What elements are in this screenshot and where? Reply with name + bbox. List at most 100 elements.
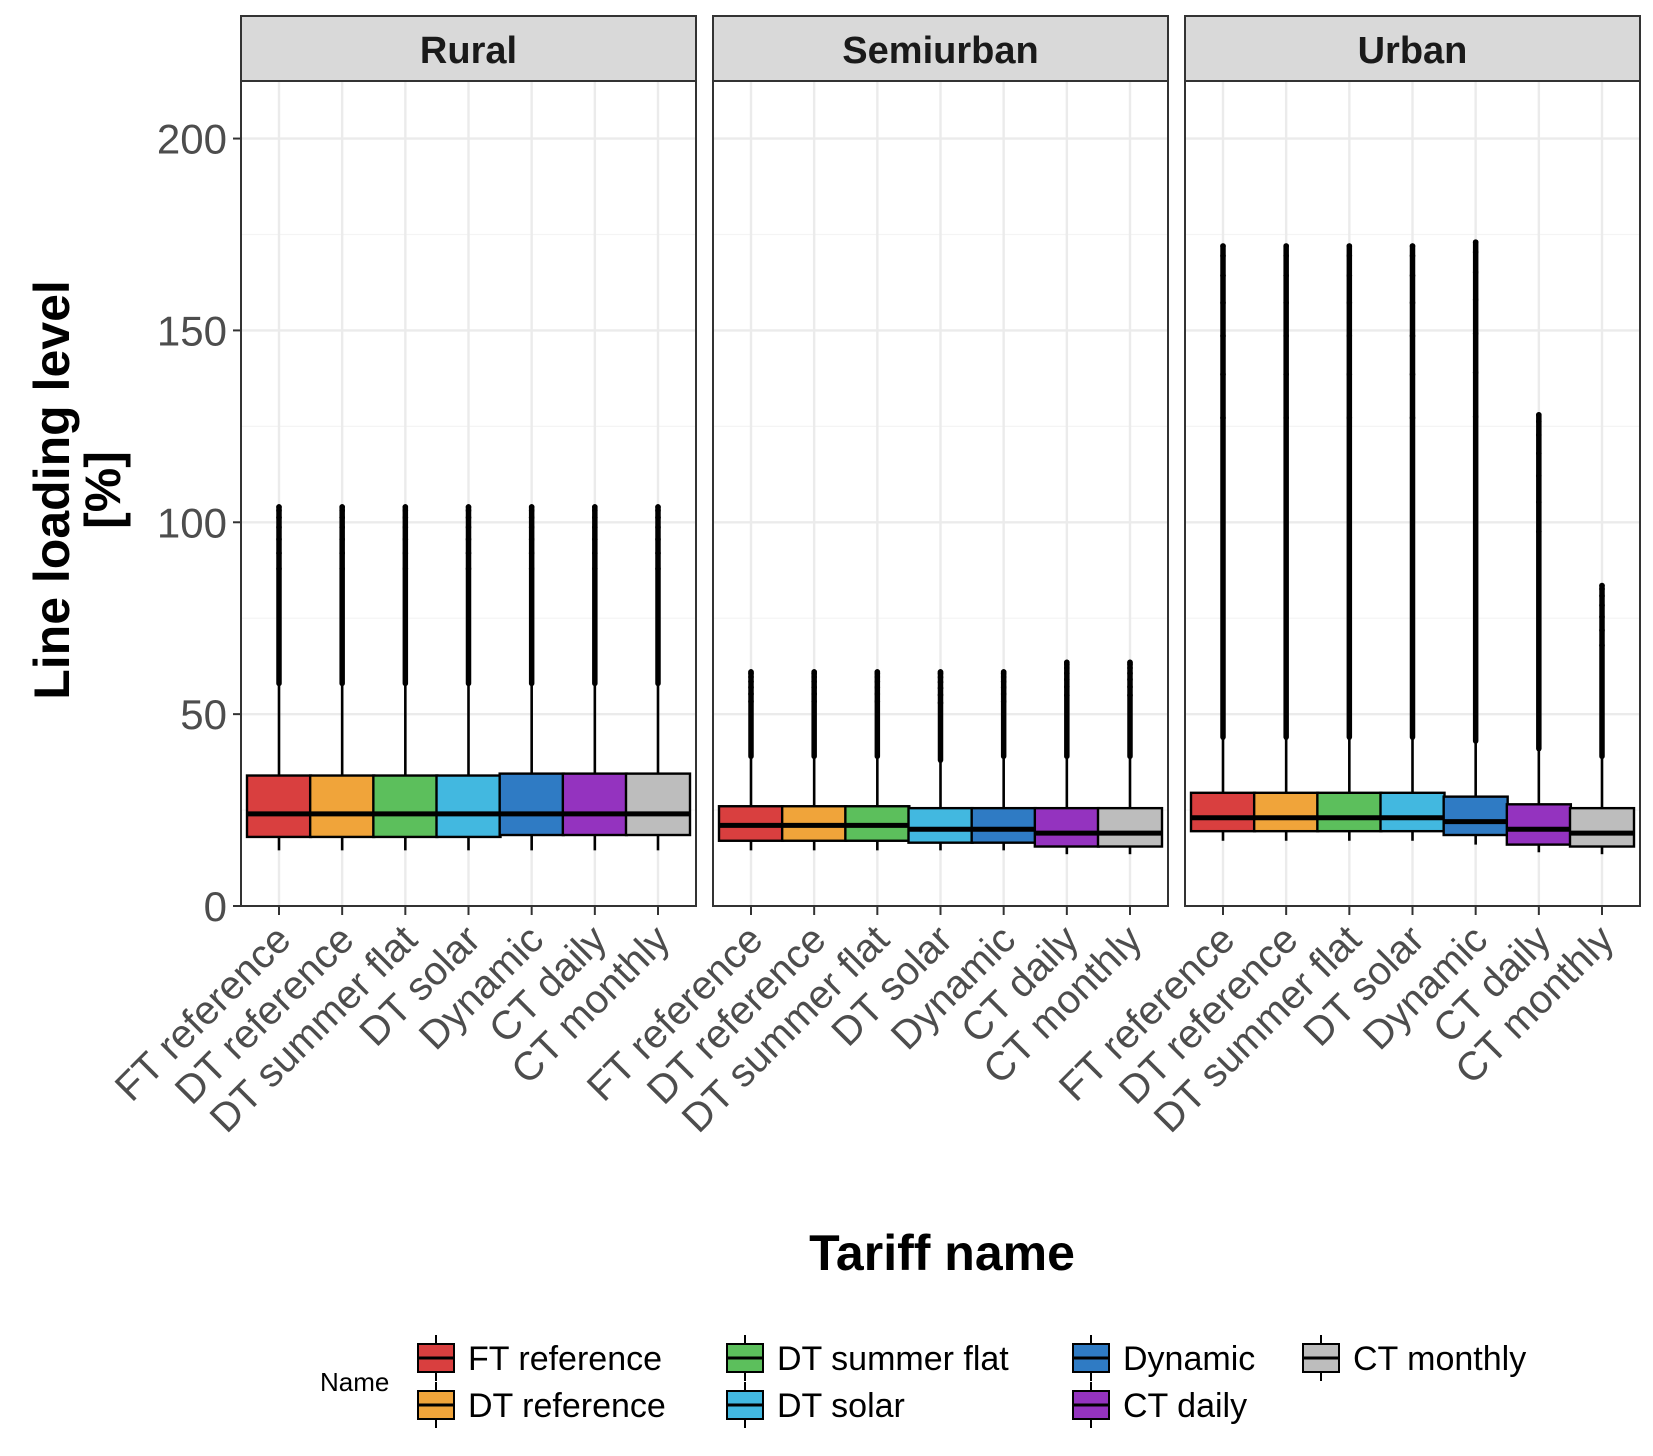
strip-label-urban: Urban bbox=[1358, 30, 1468, 72]
box-rural-ft-reference bbox=[245, 504, 313, 851]
outlier-point bbox=[402, 507, 409, 514]
outlier-point bbox=[874, 674, 881, 680]
box-rural-ct-daily bbox=[561, 504, 629, 851]
box-iqr bbox=[435, 774, 502, 839]
outlier-point bbox=[1409, 243, 1416, 249]
outlier-point bbox=[1346, 333, 1353, 339]
outlier-point bbox=[1000, 691, 1007, 697]
box-urban-ft-reference bbox=[1189, 243, 1257, 841]
legend-label: FT reference bbox=[468, 1340, 662, 1378]
outlier-point bbox=[874, 691, 881, 697]
outlier-point bbox=[811, 691, 817, 697]
outlier-point bbox=[1472, 369, 1479, 376]
outlier-point bbox=[1220, 333, 1226, 339]
outlier-point bbox=[1409, 415, 1416, 421]
outlier-point bbox=[1346, 415, 1353, 421]
outlier-point bbox=[1283, 415, 1289, 421]
outlier-point bbox=[528, 507, 535, 514]
outlier-point bbox=[1599, 593, 1605, 599]
outlier-point bbox=[1000, 678, 1007, 685]
y-tick-label: 0 bbox=[204, 883, 227, 930]
box-iqr bbox=[561, 772, 629, 837]
box-iqr bbox=[624, 772, 692, 837]
outlier-point bbox=[1220, 299, 1226, 306]
box-iqr bbox=[1568, 806, 1636, 848]
outlier-point bbox=[1599, 642, 1605, 649]
outlier-point bbox=[1536, 412, 1542, 418]
outlier-point bbox=[655, 507, 661, 514]
box-urban-dt-reference bbox=[1252, 243, 1320, 841]
legend-item-dt-reference: DT reference bbox=[417, 1382, 666, 1428]
outlier-point bbox=[937, 700, 944, 706]
box-urban-ct-monthly bbox=[1568, 582, 1636, 855]
outlier-point bbox=[592, 536, 598, 543]
outlier-point bbox=[1283, 299, 1289, 306]
outlier-point bbox=[592, 550, 598, 556]
outlier-point bbox=[748, 691, 754, 697]
outlier-point bbox=[1472, 239, 1479, 245]
outlier-point bbox=[592, 507, 598, 514]
box-iqr bbox=[308, 774, 376, 839]
outlier-point bbox=[465, 514, 472, 521]
outlier-point bbox=[1472, 296, 1479, 303]
outlier-point bbox=[1000, 674, 1007, 680]
outlier-point bbox=[1599, 627, 1605, 634]
outlier-point bbox=[1127, 665, 1133, 671]
outlier-point bbox=[339, 550, 345, 556]
outlier-point bbox=[1220, 272, 1226, 279]
outlier-point bbox=[937, 679, 944, 685]
outlier-point bbox=[874, 678, 881, 685]
legend-label: DT summer flat bbox=[777, 1340, 1009, 1378]
outlier-point bbox=[592, 514, 598, 521]
legend-item-ft-reference: FT reference bbox=[417, 1335, 662, 1381]
y-tick-label: 50 bbox=[180, 691, 227, 738]
strip-label-rural: Rural bbox=[420, 30, 517, 72]
outlier-point bbox=[1472, 330, 1479, 337]
outlier-point bbox=[1409, 299, 1416, 306]
box-iqr bbox=[1379, 791, 1446, 833]
box-iqr bbox=[1252, 791, 1320, 833]
box-urban-dt-solar bbox=[1379, 243, 1446, 841]
legend-item-dt-solar: DT solar bbox=[726, 1382, 905, 1428]
outlier-point bbox=[276, 536, 282, 543]
outlier-point bbox=[1536, 418, 1542, 425]
outlier-point bbox=[655, 565, 661, 572]
outlier-point bbox=[1064, 692, 1070, 699]
outlier-point bbox=[276, 550, 282, 556]
outlier-point bbox=[1346, 252, 1353, 259]
outlier-point bbox=[1283, 252, 1289, 259]
box-iqr bbox=[1096, 806, 1164, 848]
outlier-point bbox=[1220, 243, 1226, 249]
outlier-point bbox=[811, 684, 817, 691]
outlier-point bbox=[1409, 371, 1416, 378]
box-iqr bbox=[1033, 806, 1101, 848]
box-rural-dynamic bbox=[498, 504, 565, 851]
outlier-point bbox=[1409, 272, 1416, 279]
box-semiurban-dynamic bbox=[970, 669, 1037, 851]
outlier-point bbox=[1127, 684, 1133, 690]
outlier-point bbox=[1472, 249, 1479, 255]
outlier-point bbox=[655, 550, 661, 556]
outlier-point bbox=[1346, 243, 1353, 249]
strip-label-semiurban: Semiurban bbox=[842, 30, 1038, 72]
outlier-point bbox=[1220, 415, 1226, 421]
outlier-point bbox=[1472, 413, 1479, 420]
legend-label: DT solar bbox=[777, 1387, 905, 1425]
outlier-point bbox=[528, 524, 535, 531]
box-iqr bbox=[1442, 795, 1509, 837]
box-iqr bbox=[372, 774, 439, 839]
outlier-point bbox=[1064, 670, 1070, 676]
x-axis-title: Tariff name bbox=[809, 1225, 1075, 1281]
outlier-point bbox=[748, 674, 754, 680]
outlier-point bbox=[1000, 684, 1007, 691]
outlier-point bbox=[1127, 676, 1133, 683]
legend: Name FT reference DT reference DT summer f… bbox=[320, 1335, 1526, 1428]
outlier-point bbox=[937, 674, 944, 681]
outlier-point bbox=[748, 684, 754, 691]
outlier-point bbox=[1599, 586, 1605, 592]
y-tick-label: 150 bbox=[157, 307, 227, 354]
outlier-point bbox=[1220, 252, 1226, 259]
outlier-point bbox=[937, 692, 944, 698]
outlier-point bbox=[1000, 698, 1007, 705]
